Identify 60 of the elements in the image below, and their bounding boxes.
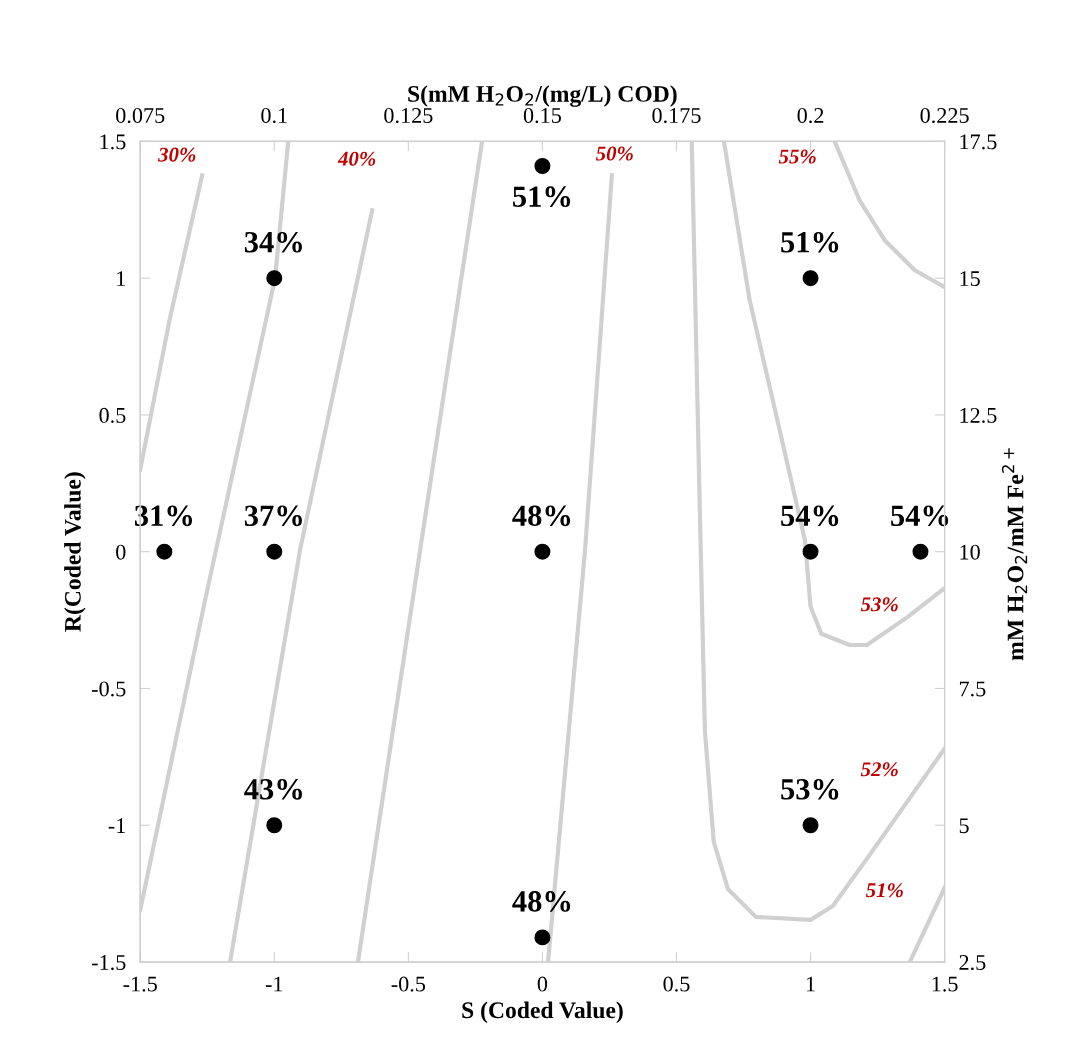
y-tick-label: -1 [108, 818, 125, 833]
x2-tick-label: 0.2 [797, 107, 824, 124]
annotation: 54% [891, 505, 949, 527]
x-axis-title: S (Coded Value) [462, 1001, 623, 1024]
y-tick-label: -1.5 [91, 955, 126, 971]
y2-tick-label: 15 [960, 271, 980, 287]
x2-tick-label: 0.075 [116, 107, 165, 124]
point [156, 543, 173, 560]
x2-tick-label: 0.125 [384, 107, 433, 124]
point [912, 543, 929, 560]
x2-tick-label: 0.175 [652, 107, 701, 124]
annotation: 53% [781, 778, 839, 800]
annotation: 37% [244, 505, 302, 527]
annotation: 50% [595, 146, 633, 161]
y-tick-label: 1 [117, 271, 125, 286]
x2-tick-label: 0.15 [523, 107, 561, 124]
y-axis-title: R(Coded Value) [64, 472, 86, 632]
annotation: 55% [778, 149, 816, 164]
y2-tick-label: 7.5 [959, 681, 986, 697]
y2-tick-label: 2.5 [959, 955, 986, 971]
annotation: 48% [512, 505, 571, 527]
x-tick-label: 1 [806, 976, 815, 992]
annotation: 51% [865, 883, 903, 898]
point [534, 543, 551, 560]
annotation: 51% [781, 231, 839, 253]
annotation: 40% [337, 151, 376, 166]
annotation: 48% [512, 891, 571, 912]
x2-tick-label: 0.225 [920, 107, 969, 124]
x-tick-label: 0.5 [663, 976, 690, 992]
annotation: 30% [157, 147, 196, 162]
y2-axis-title: mM H$_{2}$O$_{2}$/mM Fe$^{2+}$ [1001, 448, 1028, 661]
y-tick-label: -0.5 [91, 681, 126, 697]
annotation: 51% [513, 186, 571, 208]
y-tick-label: 1.5 [100, 134, 126, 150]
y-tick-label: 0.5 [99, 407, 126, 423]
x-tick-label: -1 [265, 976, 283, 992]
annotation: 52% [860, 762, 898, 777]
point [266, 543, 283, 560]
annotation: 43% [244, 778, 302, 800]
y-tick-label: 0 [116, 544, 126, 560]
annotation: 31% [134, 505, 193, 527]
y2-tick-label: 5 [959, 818, 969, 834]
point [534, 929, 551, 946]
point [802, 543, 819, 560]
annotation: 53% [860, 597, 898, 612]
x-tick-label: -0.5 [391, 976, 426, 992]
x2-axis-title: S(mM H$_{2}$O$_{2}$/(mg/L) COD) [408, 85, 677, 107]
y2-tick-label: 17.5 [960, 134, 997, 150]
x-tick-label: 0 [537, 976, 548, 992]
y2-tick-label: 10 [960, 544, 980, 560]
point [266, 270, 283, 287]
x-tick-label: 1.5 [932, 976, 958, 992]
point [802, 270, 819, 287]
annotation: 54% [781, 505, 839, 527]
point [534, 158, 551, 174]
y2-tick-label: 12.5 [960, 407, 997, 423]
point [802, 817, 819, 834]
x2-tick-label: 0.1 [261, 107, 287, 124]
annotation: 34% [244, 231, 302, 253]
point [266, 817, 283, 834]
